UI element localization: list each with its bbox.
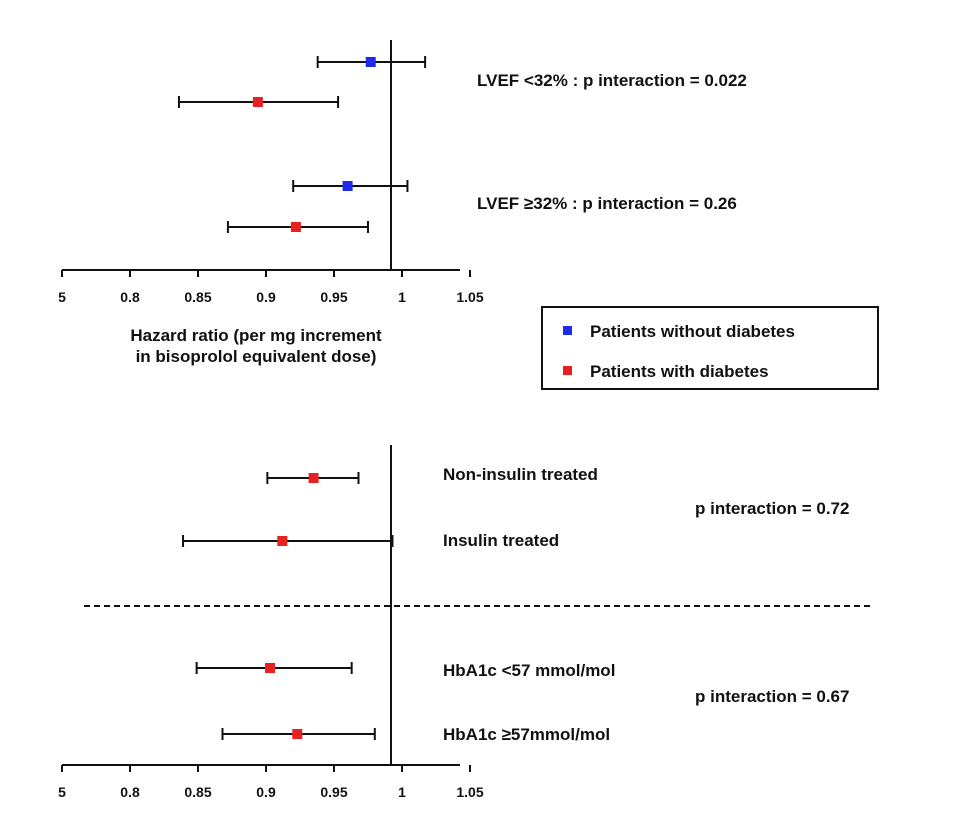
legend-box (541, 306, 879, 390)
top-x-ticks: 5 0.8 0.85 0.9 0.95 1 1.05 (58, 270, 484, 305)
legend: Patients without diabetes Patients with … (541, 306, 879, 390)
without-diabetes-point-estimate-marker (342, 181, 353, 191)
bottom-tick-label: 0.95 (320, 784, 347, 800)
diabetes-subgroup-point-estimate-marker (308, 473, 319, 483)
top-xlabel-line2: in bisoprolol equivalent dose) (136, 347, 377, 366)
top-tick-label: 0.9 (256, 289, 276, 305)
top-tick-label: 0.85 (184, 289, 211, 305)
annotation-lvef-lt32: LVEF <32% : p interaction = 0.022 (477, 71, 747, 90)
with-diabetes-point-estimate-marker (290, 222, 301, 232)
top-tick-label: 1 (398, 289, 406, 305)
bottom-marks (182, 472, 394, 740)
diabetes-subgroup-point-estimate-marker (292, 729, 303, 739)
without-diabetes-point-estimate-marker (365, 57, 376, 67)
top-marks (177, 56, 427, 233)
label-hba1c-ge57: HbA1c ≥57mmol/mol (443, 725, 610, 744)
diabetes-subgroup-point-estimate-marker (277, 536, 288, 546)
with-diabetes-point-estimate-marker (252, 97, 263, 107)
diabetes-subgroup-point-estimate-marker (265, 663, 276, 673)
bottom-tick-label: 1.05 (456, 784, 483, 800)
top-xlabel-line1: Hazard ratio (per mg increment (130, 326, 382, 345)
legend-label-without-diabetes: Patients without diabetes (590, 322, 795, 341)
top-tick-label: 0.95 (320, 289, 347, 305)
label-insulin-treated: Insulin treated (443, 531, 559, 550)
bottom-x-ticks: 5 0.8 0.85 0.9 0.95 1 1.05 (58, 765, 484, 800)
label-non-insulin-treated: Non-insulin treated (443, 465, 598, 484)
bottom-panel: 5 0.8 0.85 0.9 0.95 1 1.05 Non-insulin treated… (58, 445, 872, 800)
annotation-hba1c-p: p interaction = 0.67 (695, 687, 849, 706)
top-tick-label: 1.05 (456, 289, 483, 305)
bottom-tick-label: 0.8 (120, 784, 140, 800)
bottom-tick-label: 1 (398, 784, 406, 800)
bottom-tick-label: 0.9 (256, 784, 276, 800)
annotation-insulin-p: p interaction = 0.72 (695, 499, 849, 518)
top-tick-label: 5 (58, 289, 66, 305)
legend-label-with-diabetes: Patients with diabetes (590, 362, 769, 381)
annotation-lvef-ge32: LVEF ≥32% : p interaction = 0.26 (477, 194, 737, 213)
label-hba1c-lt57: HbA1c <57 mmol/mol (443, 661, 615, 680)
bottom-tick-label: 0.85 (184, 784, 211, 800)
legend-swatch-with-diabetes (563, 366, 572, 375)
top-tick-label: 0.8 (120, 289, 140, 305)
legend-swatch-without-diabetes (563, 326, 572, 335)
bottom-tick-label: 5 (58, 784, 66, 800)
top-panel: 5 0.8 0.85 0.9 0.95 1 1.05 Hazard ratio (per m… (58, 40, 747, 366)
